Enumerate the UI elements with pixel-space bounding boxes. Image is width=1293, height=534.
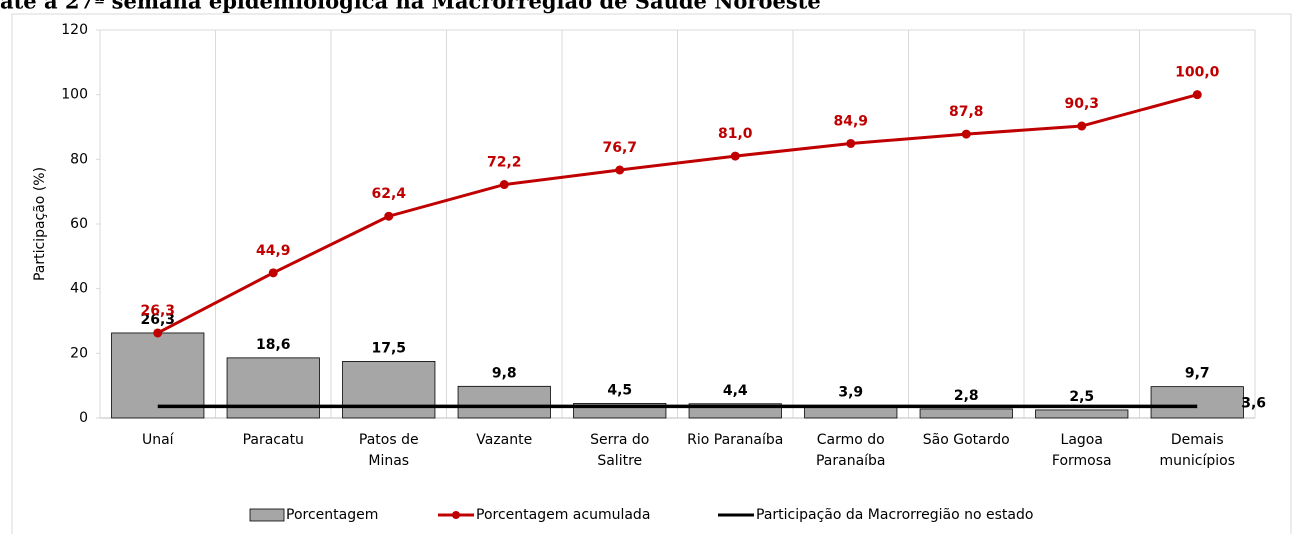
line-marker bbox=[730, 151, 740, 161]
line-marker bbox=[1192, 90, 1202, 100]
line-marker bbox=[846, 138, 856, 148]
y-tick-label: 80 bbox=[70, 151, 88, 167]
line-label: 62,4 bbox=[371, 186, 406, 202]
x-tick-label: Vazante bbox=[476, 432, 533, 448]
line-label: 90,3 bbox=[1064, 96, 1099, 112]
bar-label: 2,5 bbox=[1069, 389, 1094, 405]
line-marker bbox=[615, 165, 625, 175]
y-tick-label: 100 bbox=[61, 87, 88, 103]
x-tick-label: Rio Paranaíba bbox=[687, 432, 784, 448]
line-label: 3,6 bbox=[1241, 395, 1266, 411]
legend-marker bbox=[452, 511, 460, 519]
line-label: 72,2 bbox=[487, 155, 522, 171]
line-marker bbox=[384, 211, 394, 221]
y-tick-label: 0 bbox=[79, 410, 88, 426]
legend-label: Porcentagem acumulada bbox=[476, 507, 650, 523]
bar-label: 17,5 bbox=[371, 340, 406, 356]
bar bbox=[342, 361, 436, 419]
bar-label: 4,4 bbox=[723, 383, 748, 399]
bar-label: 9,7 bbox=[1185, 366, 1210, 382]
x-tick-label: Patos de Minas bbox=[358, 432, 419, 469]
chart-title: até a 27ª semana epidemiológica na Macro… bbox=[0, 0, 821, 14]
x-tick-label: Unaí bbox=[141, 432, 174, 448]
bar-label: 4,5 bbox=[607, 382, 632, 398]
line-label: 81,0 bbox=[718, 126, 753, 142]
x-tick-label: Serra do Salitre bbox=[590, 432, 650, 469]
line-label: 84,9 bbox=[833, 113, 868, 129]
legend-swatch bbox=[249, 508, 285, 522]
line bbox=[157, 93, 1198, 335]
legend-label: Porcentagem bbox=[286, 507, 378, 523]
leader-line bbox=[1197, 402, 1240, 407]
bar-label: 3,9 bbox=[838, 384, 863, 400]
x-tick-label: Demais municípios bbox=[1159, 432, 1236, 469]
line-label: 26,3 bbox=[140, 303, 175, 319]
bar-label: 2,8 bbox=[954, 388, 979, 404]
line-marker bbox=[268, 268, 278, 278]
bar bbox=[226, 357, 320, 419]
x-tick-label: São Gotardo bbox=[922, 432, 1010, 448]
bar bbox=[1150, 386, 1244, 419]
x-tick-label: Carmo do Paranaíba bbox=[815, 432, 886, 469]
bar bbox=[919, 408, 1013, 419]
line-label: 87,8 bbox=[949, 104, 984, 120]
y-tick-label: 40 bbox=[70, 281, 88, 297]
bar bbox=[111, 332, 205, 419]
bar bbox=[457, 385, 551, 419]
y-axis-label: Participação (%) bbox=[32, 167, 48, 281]
x-tick-label: Paracatu bbox=[242, 432, 304, 448]
y-tick-label: 120 bbox=[61, 22, 88, 38]
line-marker bbox=[961, 129, 971, 139]
bar bbox=[1035, 409, 1129, 419]
bar-label: 26,3 bbox=[140, 312, 175, 328]
line-label: 44,9 bbox=[256, 243, 291, 259]
line-marker bbox=[499, 180, 509, 190]
x-tick-label: Lagoa Formosa bbox=[1051, 432, 1112, 469]
bar-label: 18,6 bbox=[256, 337, 291, 353]
line-label: 76,7 bbox=[602, 140, 637, 156]
y-tick-label: 20 bbox=[70, 345, 88, 361]
line-marker bbox=[153, 328, 163, 338]
line-marker bbox=[1077, 121, 1087, 131]
bar-label: 9,8 bbox=[492, 365, 517, 381]
line-label: 100,0 bbox=[1175, 65, 1220, 81]
legend-label: Participação da Macrorregião no estado bbox=[756, 507, 1033, 523]
chart-border bbox=[11, 13, 1292, 534]
y-tick-label: 60 bbox=[70, 216, 88, 232]
